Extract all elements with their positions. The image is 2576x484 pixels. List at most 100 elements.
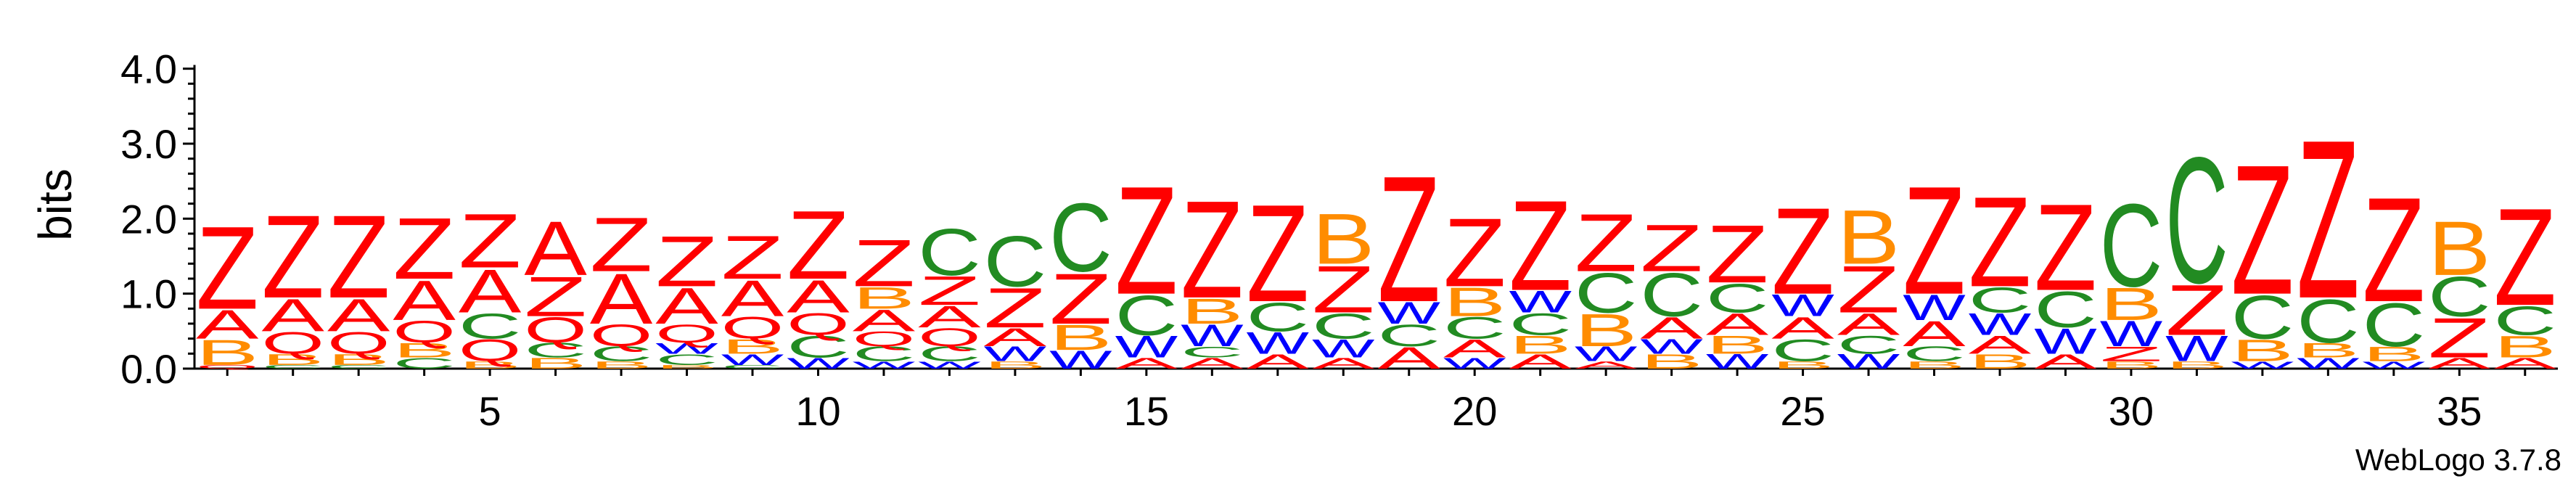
- glyph-C: C: [1575, 262, 1637, 324]
- glyph-W: W: [721, 351, 784, 369]
- glyph-C: C: [1837, 330, 1900, 359]
- glyph-Z: Z: [1969, 170, 2031, 313]
- glyph-B: B: [1706, 331, 1768, 360]
- glyph-W: W: [918, 359, 981, 371]
- glyph-W: W: [1312, 334, 1375, 363]
- glyph-C: C: [1443, 311, 1506, 345]
- glyph-B: B: [459, 359, 521, 371]
- glyph-C: C: [1903, 343, 1965, 366]
- glyph-B: B: [524, 355, 586, 372]
- glyph-W: W: [1903, 287, 1966, 328]
- glyph-Z: Z: [721, 223, 784, 292]
- glyph-C: C: [261, 364, 324, 370]
- glyph-Q: Q: [721, 311, 784, 345]
- glyph-A: A: [2428, 355, 2491, 372]
- x-tick-label: 15: [1124, 388, 1169, 434]
- glyph-Z: Z: [1575, 197, 1637, 289]
- y-tick-label: 0.0: [120, 346, 177, 392]
- glyph-Z: Z: [853, 226, 915, 301]
- glyph-B: B: [984, 359, 1046, 371]
- glyph-A: A: [2494, 355, 2557, 372]
- glyph-C: C: [1049, 184, 1112, 292]
- glyph-Q: Q: [327, 326, 390, 361]
- glyph-Q: Q: [261, 326, 324, 361]
- glyph-W: W: [1443, 355, 1506, 372]
- glyph-B: B: [2297, 339, 2359, 362]
- glyph-W: W: [853, 359, 916, 371]
- glyph-C: C: [1115, 284, 1178, 347]
- glyph-A: A: [721, 270, 784, 327]
- glyph-W: W: [2034, 321, 2097, 361]
- glyph-Q: Q: [918, 323, 980, 352]
- glyph-Z: Z: [2165, 269, 2228, 350]
- glyph-B: B: [1312, 200, 1374, 279]
- glyph-Z: Z: [459, 198, 521, 284]
- glyph-C: C: [1771, 334, 1834, 368]
- y-axis: 0.0 1.0 2.0 3.0 4.0: [120, 46, 196, 392]
- glyph-Z: Z: [1049, 258, 1112, 339]
- glyph-Z: Z: [524, 266, 586, 329]
- glyph-W: W: [2297, 355, 2360, 372]
- glyph-A: A: [1115, 355, 1178, 372]
- glyph-Z: Z: [787, 191, 849, 300]
- glyph-A: A: [1706, 308, 1769, 342]
- glyph-C: C: [2100, 180, 2162, 311]
- glyph-C: C: [393, 355, 455, 372]
- glyph-B: B: [2494, 330, 2556, 364]
- x-tick-label: 25: [1780, 388, 1825, 434]
- glyph-Q: Q: [655, 319, 718, 348]
- glyph-Z: Z: [655, 221, 718, 301]
- glyph-B: B: [2428, 206, 2490, 292]
- glyph-Z: Z: [1443, 198, 1506, 307]
- glyph-Q: Q: [590, 319, 652, 353]
- glyph-B: B: [2100, 278, 2162, 329]
- glyph-B: B: [1443, 279, 1506, 325]
- glyph-W: W: [1115, 329, 1178, 364]
- glyph-A: A: [984, 323, 1047, 352]
- glyph-C: C: [590, 343, 652, 366]
- glyph-Z: Z: [590, 202, 652, 288]
- x-tick-label: 35: [2437, 388, 2482, 434]
- x-tick-label: 10: [795, 388, 840, 434]
- glyph-A: A: [524, 206, 586, 292]
- glyph-B: B: [721, 335, 784, 358]
- glyph-W: W: [1640, 335, 1702, 358]
- glyph-A: A: [590, 259, 652, 339]
- glyph-B: B: [1049, 317, 1112, 358]
- glyph-W: W: [2165, 329, 2228, 369]
- glyph-Z: Z: [918, 268, 980, 314]
- glyph-A: A: [2034, 350, 2097, 373]
- glyph-Z: Z: [2363, 167, 2425, 333]
- glyph-A: A: [1640, 311, 1703, 345]
- glyph-A: A: [1181, 355, 1244, 372]
- glyph-A: A: [853, 303, 916, 337]
- glyph-Q: Q: [853, 328, 915, 350]
- glyph-W: W: [1509, 284, 1572, 319]
- y-tick-label: 4.0: [120, 46, 177, 92]
- glyph-B: B: [1181, 291, 1243, 332]
- weblogo-credit: WebLogo 3.7.8: [2355, 443, 2561, 477]
- glyph-W: W: [1247, 326, 1310, 361]
- glyph-C: C: [918, 214, 980, 289]
- glyph-A: A: [1903, 313, 1966, 354]
- glyph-A: A: [655, 277, 718, 335]
- glyph-C: C: [1509, 308, 1572, 342]
- glyph-Z: Z: [2231, 126, 2294, 333]
